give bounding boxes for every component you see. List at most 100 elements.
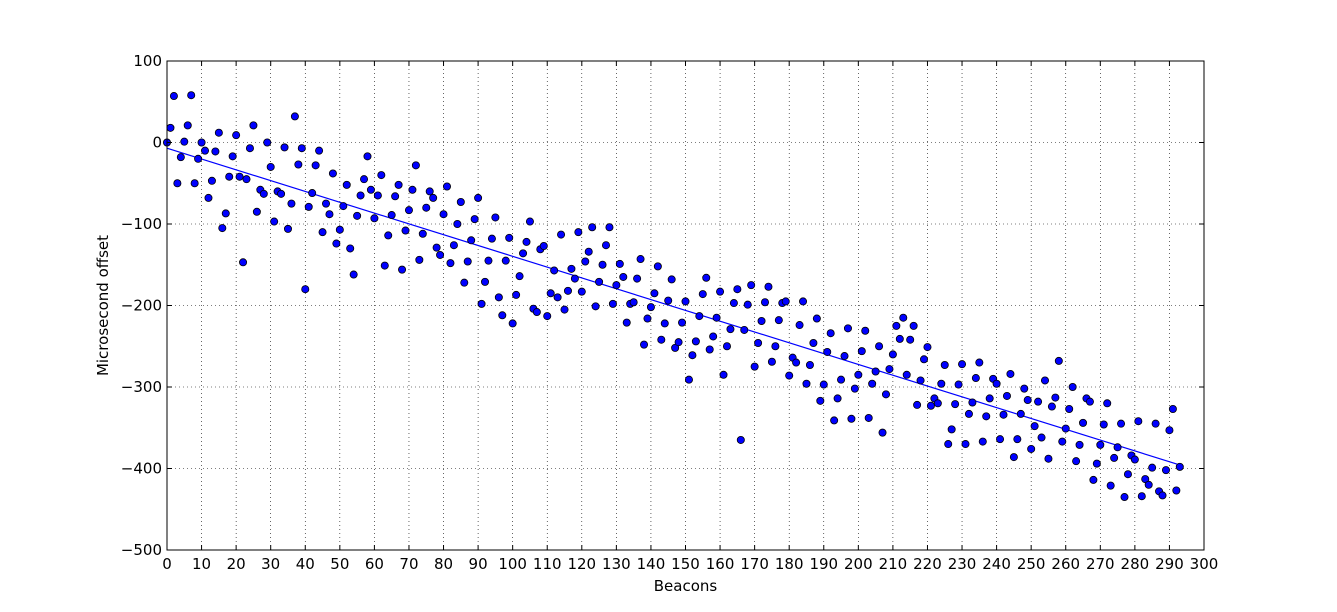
y-tick-label: −100 (121, 215, 162, 233)
data-point (377, 171, 386, 180)
data-point (1123, 470, 1132, 479)
data-point (619, 272, 628, 281)
data-point (608, 299, 617, 308)
data-point (183, 121, 192, 130)
data-point (964, 409, 973, 418)
data-point (1175, 462, 1184, 471)
data-point (660, 319, 669, 328)
data-point (812, 314, 821, 323)
data-point (653, 262, 662, 271)
data-point (740, 325, 749, 334)
data-point (394, 180, 403, 189)
data-point (339, 202, 348, 211)
data-point (197, 138, 206, 147)
data-point (187, 91, 196, 100)
data-point (221, 209, 230, 218)
data-point (802, 379, 811, 388)
data-point (1054, 356, 1063, 365)
data-point (819, 380, 828, 389)
data-point (1058, 437, 1067, 446)
data-point (249, 121, 258, 130)
data-point (353, 211, 362, 220)
data-point (363, 152, 372, 161)
y-tick-label: 0 (152, 134, 162, 152)
data-point (235, 172, 244, 181)
data-point (646, 303, 655, 312)
y-tick-label: −200 (121, 297, 162, 315)
axis-ticks (166, 60, 1205, 551)
data-point (940, 360, 949, 369)
data-point (505, 233, 514, 242)
data-point (308, 189, 317, 198)
data-point (318, 228, 327, 237)
data-point (774, 316, 783, 325)
data-point (1141, 475, 1150, 484)
data-point (1168, 405, 1177, 414)
data-point (757, 316, 766, 325)
y-tick-label: −400 (121, 460, 162, 478)
data-point (515, 272, 524, 281)
y-axis-label: Microsecond offset (94, 235, 112, 376)
data-points (162, 91, 1184, 502)
data-point (850, 384, 859, 393)
data-point (180, 137, 189, 146)
x-tick-label: 60 (365, 555, 384, 573)
data-point (1020, 384, 1029, 393)
data-point (705, 345, 714, 354)
data-point (1117, 419, 1126, 428)
data-point (1161, 466, 1170, 475)
data-point (1002, 391, 1011, 400)
data-point (598, 260, 607, 269)
data-point (311, 161, 320, 170)
data-point (494, 293, 503, 302)
x-tick-label: 210 (879, 555, 908, 573)
x-tick-label: 230 (948, 555, 977, 573)
data-point (1006, 369, 1015, 378)
data-point (487, 234, 496, 243)
x-tick-label: 290 (1155, 555, 1184, 573)
data-point (643, 314, 652, 323)
x-tick-label: 40 (296, 555, 315, 573)
data-point (902, 370, 911, 379)
data-point (1044, 454, 1053, 463)
data-point (892, 321, 901, 330)
data-point (736, 435, 745, 444)
data-point (415, 255, 424, 264)
x-tick-label: 220 (913, 555, 942, 573)
data-point (1144, 480, 1153, 489)
data-point (868, 379, 877, 388)
data-point (978, 437, 987, 446)
data-point (1027, 444, 1036, 453)
data-point (615, 259, 624, 268)
data-point (522, 237, 531, 246)
data-point (712, 313, 721, 322)
data-point (612, 281, 621, 290)
data-point (805, 360, 814, 369)
data-point (270, 217, 279, 226)
data-point (442, 182, 451, 191)
data-point (726, 325, 735, 334)
data-point (560, 305, 569, 314)
data-point (1009, 453, 1018, 462)
data-point (519, 249, 528, 258)
data-point (190, 179, 199, 188)
data-point (543, 312, 552, 321)
x-tick-label: 70 (399, 555, 418, 573)
data-point (439, 210, 448, 219)
data-point (166, 123, 175, 132)
data-point (391, 192, 400, 201)
trend-line-layer (166, 147, 1184, 467)
data-point (512, 290, 521, 299)
data-point (325, 210, 334, 219)
data-point (1061, 424, 1070, 433)
data-point (280, 143, 289, 152)
data-point (301, 285, 310, 294)
data-point (688, 351, 697, 360)
data-point (297, 144, 306, 153)
data-point (387, 211, 396, 220)
data-point (975, 358, 984, 367)
data-point (1151, 419, 1160, 428)
data-point (328, 169, 337, 178)
data-point (1040, 376, 1049, 385)
